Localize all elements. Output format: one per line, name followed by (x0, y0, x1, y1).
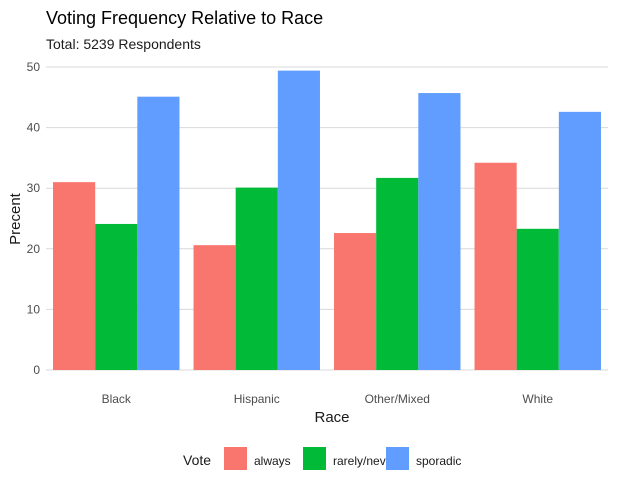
bar (558, 111, 601, 371)
legend-title: Vote (183, 452, 211, 468)
x-tick-label: White (522, 392, 553, 406)
x-tick-label: Other/Mixed (365, 392, 430, 406)
legend-label: rarely/never (333, 454, 396, 468)
bar (516, 228, 559, 370)
legend: Vote always rarely/never sporadic (183, 447, 461, 470)
chart-title: Voting Frequency Relative to Race (46, 8, 323, 28)
y-tick-label: 40 (27, 121, 41, 135)
bar (53, 182, 96, 370)
bars (53, 70, 601, 371)
y-tick-label: 30 (27, 181, 41, 195)
bar (235, 187, 278, 370)
x-axis-title: Race (314, 409, 349, 426)
y-axis-ticks: 0 10 20 30 40 50 (27, 60, 41, 377)
bar (334, 233, 377, 370)
legend-label: sporadic (416, 454, 461, 468)
bar (277, 70, 320, 371)
y-tick-label: 50 (27, 60, 41, 74)
bar (193, 245, 236, 370)
x-tick-label: Black (102, 392, 132, 406)
y-axis-title: Precent (7, 192, 24, 245)
legend-key (303, 447, 326, 470)
legend-label: always (254, 454, 291, 468)
legend-key (224, 447, 247, 470)
legend-key (386, 447, 409, 470)
chart-subtitle: Total: 5239 Respondents (46, 36, 201, 52)
x-tick-label: Hispanic (234, 392, 280, 406)
y-tick-label: 20 (27, 242, 41, 256)
y-tick-label: 10 (27, 302, 41, 316)
bar (95, 223, 138, 370)
x-axis-ticks: Black Hispanic Other/Mixed White (102, 392, 554, 406)
bar (376, 177, 419, 370)
y-tick-label: 0 (33, 363, 40, 377)
bar (474, 162, 517, 370)
bar (418, 93, 461, 371)
bar (137, 96, 180, 370)
